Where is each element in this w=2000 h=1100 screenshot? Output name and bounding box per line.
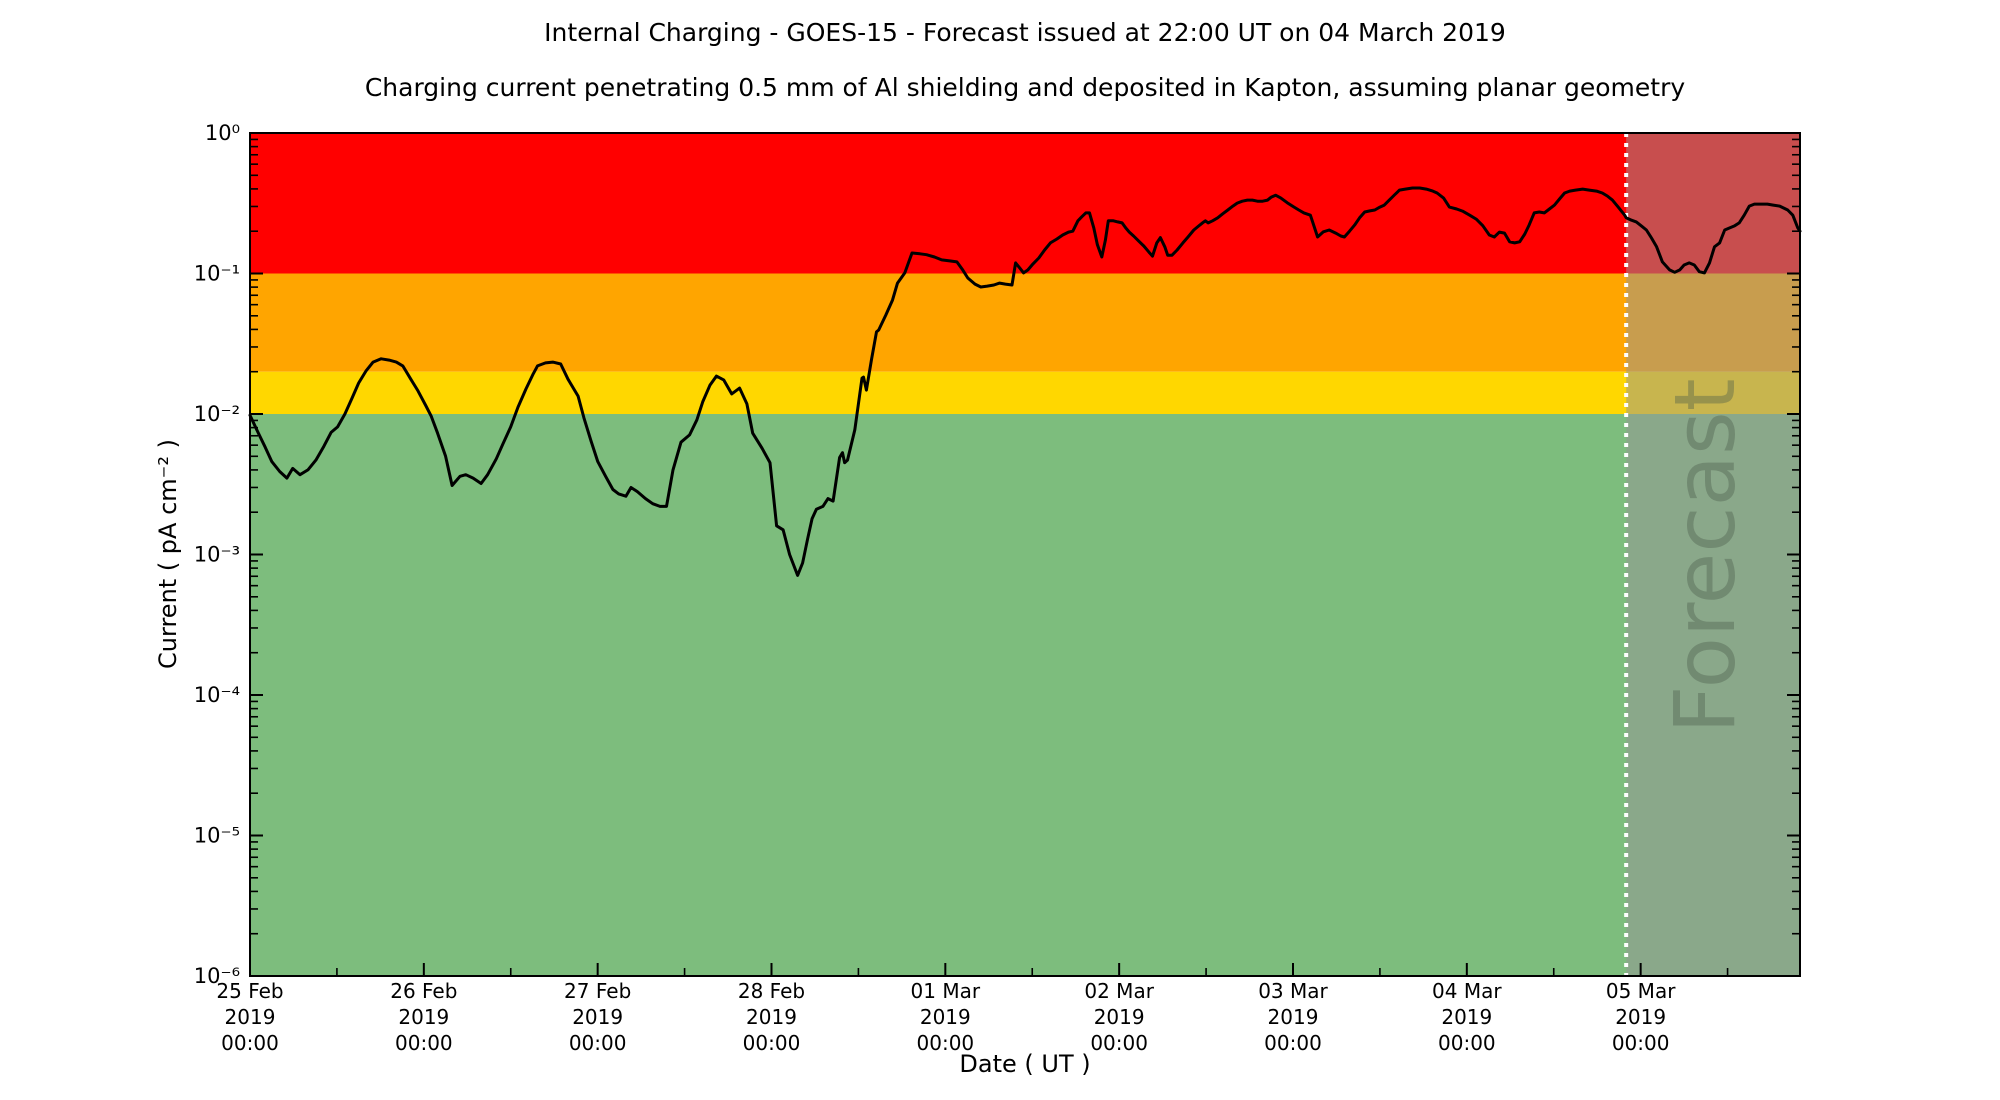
band-green-safe-band [250,414,1800,976]
alert-bands-layer [250,133,1800,976]
y-tick-label: 10⁻³ [194,543,240,567]
forecast-region-layer [1626,133,1800,976]
axes-frame-layer [249,132,1801,977]
x-axis-label: Date ( UT ) [959,1050,1090,1078]
figure-title: Internal Charging - GOES-15 - Forecast i… [544,18,1506,47]
data-series-layer [248,186,1802,577]
tick-labels-layer: 10⁰ 10⁻¹ 10⁻² 10⁻³ 10⁻⁴ 10⁻⁵ 10⁻⁶25 Feb 2019 00:… [194,121,1676,1055]
y-tick-label: 10⁻¹ [194,262,240,286]
x-tick-label: 04 Mar 2019 00:00 [1432,979,1502,1055]
y-tick-label: 10⁻² [194,402,240,426]
x-tick-label: 26 Feb 2019 00:00 [390,979,457,1055]
band-orange-alert-band [250,273,1800,372]
series-charging-current [248,186,1802,577]
plot-border [249,132,1801,977]
y-tick-label: 10⁻⁴ [194,683,240,707]
y-tick-label: 10⁰ [205,121,240,145]
x-tick-label: 03 Mar 2019 00:00 [1258,979,1328,1055]
x-tick-label: 05 Mar 2019 00:00 [1606,979,1676,1055]
y-axis-label: Current ( pA cm⁻² ) [154,439,182,669]
band-red-alert-band [250,133,1800,274]
forecast-shaded-region [1626,133,1800,976]
x-tick-label: 02 Mar 2019 00:00 [1084,979,1154,1055]
x-tick-label: 25 Feb 2019 00:00 [216,979,283,1055]
y-tick-label: 10⁻⁶ [194,964,240,988]
axis-ticks-layer [249,132,1799,977]
band-yellow-alert-band [250,371,1800,414]
x-tick-label: 28 Feb 2019 00:00 [738,979,805,1055]
forecast-watermark: Forecast [1656,378,1754,733]
x-tick-label: 27 Feb 2019 00:00 [564,979,631,1055]
y-tick-label: 10⁻⁵ [194,824,240,848]
x-tick-label: 01 Mar 2019 00:00 [911,979,981,1055]
chart-subtitle: Charging current penetrating 0.5 mm of A… [365,73,1686,102]
